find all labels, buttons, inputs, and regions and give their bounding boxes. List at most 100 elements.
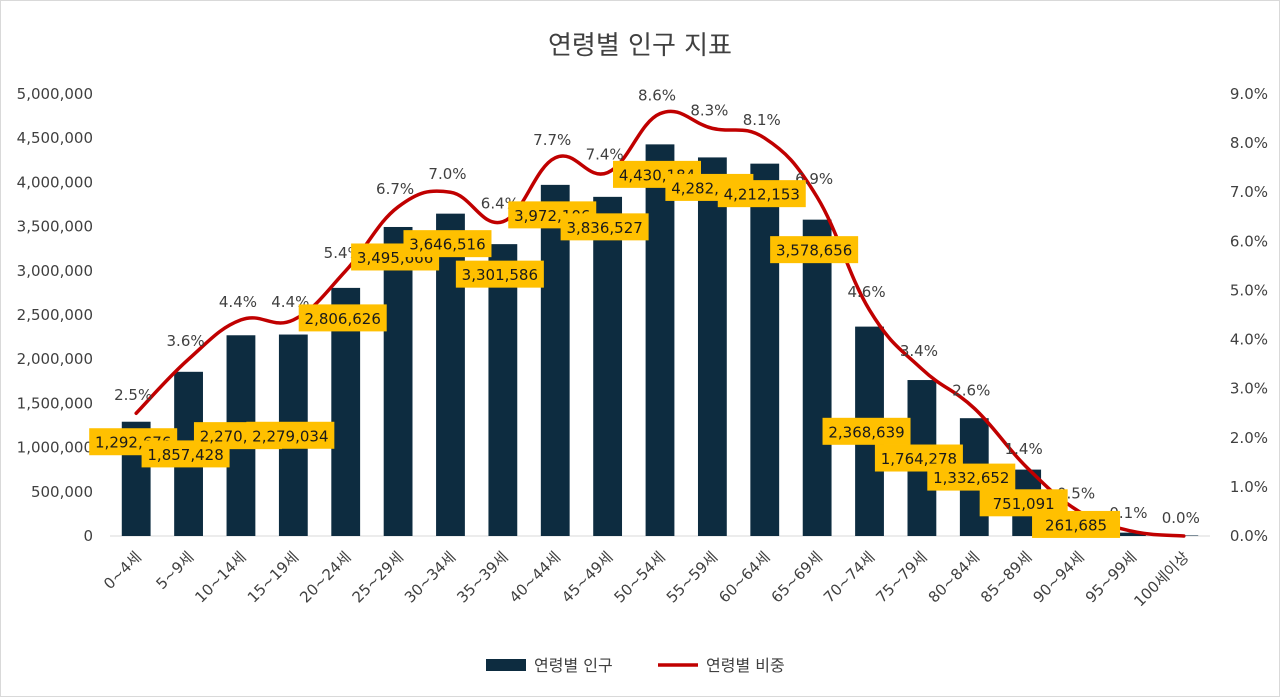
left-axis-tick: 3,500,000 [17,218,93,236]
right-axis-tick: 3.0% [1230,380,1268,398]
right-axis-tick: 8.0% [1230,134,1268,152]
bar-data-label-text: 2,279,034 [252,427,328,445]
left-axis: 0 500,000 1,000,000 1,500,000 2,000,000 2,500… [17,85,93,545]
legend-swatch-population [486,659,526,671]
bar-data-label-text: 3,578,656 [776,242,852,260]
bar-data-label-box [822,417,911,445]
x-tick-label: 20~24세 [296,548,354,606]
bar-data-label-text: 1,857,428 [147,446,223,464]
x-tick-label: 55~59세 [663,548,721,606]
legend: 연령별 인구 연령별 비중 [486,656,785,675]
bar [540,184,570,536]
x-tick-label: 50~54세 [610,548,668,606]
bar-data-label: 261,685 [1032,510,1121,538]
left-axis-tick: 2,500,000 [17,306,93,324]
x-tick-label: 45~49세 [558,548,616,606]
left-axis-tick: 500,000 [31,483,93,501]
left-axis-tick: 3,000,000 [17,262,93,280]
bar-data-label-text: 2,806,626 [305,310,381,328]
bar [750,163,780,536]
bar-data-label-text: 751,091 [993,495,1055,513]
bar [488,244,518,536]
bar-data-label-box [770,236,859,264]
bar-data-label-box [1032,510,1121,538]
bar-data-label-box [246,421,335,449]
bar-data-label-text: 3,836,527 [566,219,642,237]
bar [697,157,727,537]
legend-label-share: 연령별 비중 [706,656,785,675]
bar [802,219,832,537]
share-data-label: 8.6% [638,87,676,105]
bar-data-label-text: 2,368,639 [828,423,904,441]
legend-label-population: 연령별 인구 [534,656,613,675]
chart-title: 연령별 인구 지표 [548,31,732,61]
bar-data-label: 2,806,626 [298,304,387,332]
right-axis-tick: 6.0% [1230,232,1268,250]
right-axis-tick: 4.0% [1230,331,1268,349]
share-data-label: 0.0% [1162,509,1200,527]
right-axis-tick: 2.0% [1230,429,1268,447]
bar-data-label: 2,368,639 [822,417,911,445]
x-tick-label: 30~34세 [401,548,459,606]
share-data-label: 7.0% [428,165,466,183]
share-data-label: 1.4% [1005,440,1043,458]
bar-data-label: 3,578,656 [770,236,859,264]
share-data-label: 3.4% [900,342,938,360]
right-axis-tick: 7.0% [1230,183,1268,201]
bar [645,144,675,536]
share-data-label: 8.1% [743,111,781,129]
bar [383,226,413,536]
bar-data-label: 3,836,527 [560,213,649,241]
share-data-label: 2.5% [114,386,152,404]
bar-data-label-text: 4,212,153 [724,186,800,204]
share-data-label: 8.3% [690,101,728,119]
bar-data-label-text: 261,685 [1045,516,1107,534]
bar-data-label: 3,646,516 [403,230,492,258]
bar-data-label-box [560,213,649,241]
bar-data-label: 1,332,652 [927,463,1016,491]
x-tick-label: 5~9세 [153,548,198,593]
left-axis-tick: 1,500,000 [17,394,93,412]
bar [1117,532,1146,536]
line-data-labels: 2.5%3.6%4.4% 4.4%5.4%6.7%7.0%6.4%7.7%7.4%… [114,87,1200,527]
share-data-label: 3.6% [167,332,205,350]
x-tick-label: 40~44세 [506,548,564,606]
bar-data-label: 4,212,153 [717,180,806,208]
x-tick-label: 15~19세 [244,548,302,606]
right-axis-tick: 1.0% [1230,478,1268,496]
bar-data-label-box [717,180,806,208]
x-tick-label: 80~84세 [925,548,983,606]
share-data-label: 4.4% [219,293,257,311]
bar-data-label: 2,279,034 [246,421,335,449]
right-axis-tick: 5.0% [1230,281,1268,299]
x-tick-label: 60~64세 [715,548,773,606]
right-axis: 0.0% 1.0% 2.0% 3.0% 4.0% 5.0% 6.0% 7.0% 8.0% 9.0% [1230,85,1268,545]
right-axis-tick: 9.0% [1230,85,1268,103]
share-data-label: 4.6% [847,283,885,301]
left-axis-tick: 1,000,000 [17,439,93,457]
x-tick-label: 10~14세 [191,548,249,606]
x-tick-label: 25~29세 [349,548,407,606]
share-data-label: 7.7% [533,131,571,149]
bar-data-label-text: 1,764,278 [881,450,957,468]
left-axis-tick: 2,000,000 [17,350,93,368]
bar-data-label-box [455,260,544,288]
bar-data-label-box [298,304,387,332]
bar-data-label: 4,430,184 [613,160,701,188]
bar-data-label: 751,091 [979,489,1068,517]
bar-data-label-box [927,463,1016,491]
x-tick-label: 0~4세 [100,548,145,593]
left-axis-tick: 4,000,000 [17,173,93,191]
x-axis-ticks: 0~4세 5~9세10~14세15~19세20~24세25~29세30~34세35… [100,548,1193,610]
bar-data-label-text: 3,646,516 [409,236,485,254]
bar-data-label: 3,301,586 [455,260,544,288]
x-tick-label: 85~89세 [977,548,1035,606]
share-data-label: 6.7% [376,180,414,198]
bar [593,196,623,536]
x-tick-label: 70~74세 [820,548,878,606]
left-axis-tick: 0 [83,527,93,545]
bar-data-labels: 1,292,6761,857,4282,270,6942,279,0342,80… [89,160,1121,538]
x-tick-label: 65~69세 [768,548,826,606]
bar-data-label-text: 1,332,652 [933,469,1009,487]
